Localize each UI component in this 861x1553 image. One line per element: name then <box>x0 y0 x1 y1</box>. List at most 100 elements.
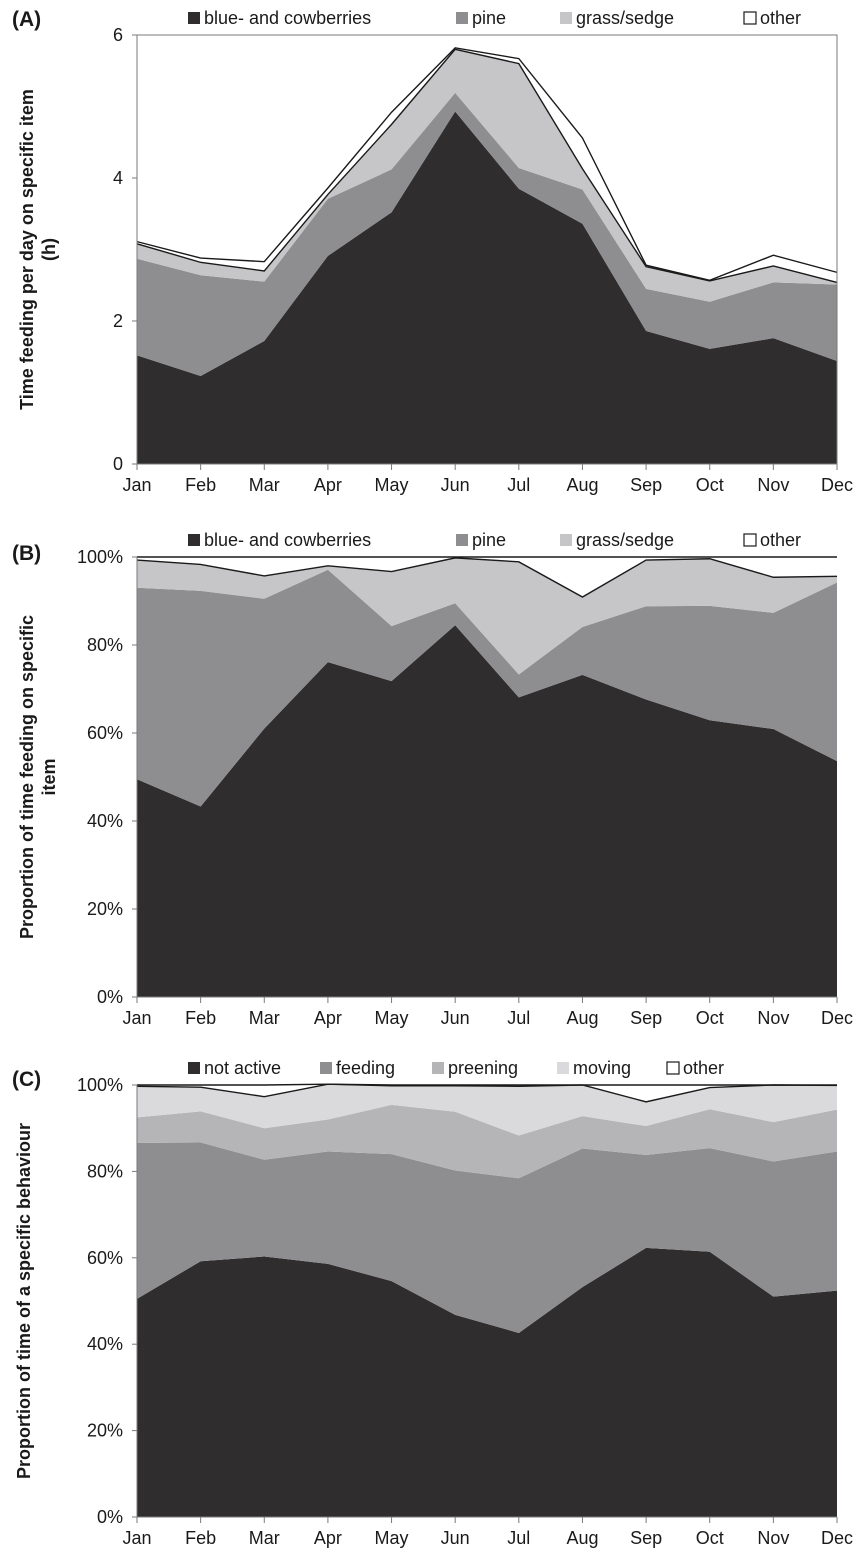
x-tick-label: Aug <box>566 1528 598 1548</box>
x-tick-label: Dec <box>821 1528 853 1548</box>
panel-label: (A) <box>12 8 41 31</box>
legend-label: preening <box>448 1058 518 1078</box>
y-axis-title-line: (h) <box>39 238 59 261</box>
y-tick-label: 0% <box>97 987 123 1007</box>
x-tick-label: Mar <box>249 475 280 495</box>
legend-swatch <box>743 11 757 25</box>
legend-label: other <box>683 1058 724 1078</box>
legend-swatch <box>666 1061 680 1075</box>
legend: blue- and cowberries pine grass/sedge other <box>188 530 801 550</box>
x-tick-label: Apr <box>314 1528 342 1548</box>
x-tick-label: Oct <box>696 1008 724 1028</box>
y-tick-label: 20% <box>87 899 123 919</box>
area-grass-sedge <box>137 49 837 302</box>
y-axis-title-line: Time feeding per day on specific item <box>17 89 37 410</box>
legend-swatch <box>560 534 572 546</box>
x-tick-label: Apr <box>314 475 342 495</box>
legend-swatch <box>557 1062 569 1074</box>
legend-swatch <box>188 12 200 24</box>
x-tick-label: Feb <box>185 1008 216 1028</box>
legend-swatch <box>320 1062 332 1074</box>
x-tick-label: Sep <box>630 475 662 495</box>
legend-label: blue- and cowberries <box>204 8 371 28</box>
x-tick-label: Aug <box>566 475 598 495</box>
legend-swatch <box>743 533 757 547</box>
x-tick-label: Oct <box>696 475 724 495</box>
x-tick-label: May <box>375 1008 409 1028</box>
y-tick-label: 60% <box>87 1248 123 1268</box>
y-axis-title: Proportion of time of a specific behavio… <box>14 1123 34 1479</box>
x-tick-label: Aug <box>566 1008 598 1028</box>
legend-label: grass/sedge <box>576 8 674 28</box>
x-tick-label: Feb <box>185 1528 216 1548</box>
legend: not active feeding preening moving other <box>188 1058 724 1078</box>
y-tick-label: 60% <box>87 723 123 743</box>
panel-label: (B) <box>12 542 41 565</box>
area-blue-and-cowberries <box>137 625 837 997</box>
legend-label: pine <box>472 8 506 28</box>
y-tick-label: 20% <box>87 1421 123 1441</box>
y-tick-label: 0 <box>113 454 123 474</box>
legend-label: not active <box>204 1058 281 1078</box>
area-other <box>137 1084 837 1102</box>
legend-label: other <box>760 530 801 550</box>
y-axis-title: Time feeding per day on specific item (h) <box>17 89 59 410</box>
legend: blue- and cowberries pine grass/sedge other <box>188 8 801 28</box>
y-axis-title: Proportion of time feeding on specific it… <box>17 615 59 939</box>
legend-swatch <box>560 12 572 24</box>
x-tick-label: Jun <box>441 1008 470 1028</box>
y-axis-title-line: Proportion of time of a specific behavio… <box>14 1123 34 1479</box>
y-axis-title-line: Proportion of time feeding on specific <box>17 615 37 939</box>
legend-label: feeding <box>336 1058 395 1078</box>
panel-label: (C) <box>12 1068 41 1091</box>
legend-swatch <box>188 534 200 546</box>
y-tick-label: 80% <box>87 1161 123 1181</box>
area-top-outline <box>136 47 838 281</box>
x-tick-label: Oct <box>696 1528 724 1548</box>
chart-panel-2: 0% 20% 40% 60% 80% 100% Jan Feb Mar Apr May Jun Jul A… <box>12 530 853 1028</box>
x-tick-label: Nov <box>757 475 789 495</box>
chart-panel-1: 0 2 4 6 Jan Feb Mar Apr May Jun Jul Aug Sep Oct Nov Dec… <box>12 8 853 495</box>
y-tick-label: 80% <box>87 635 123 655</box>
x-tick-label: Jan <box>122 1528 151 1548</box>
x-tick-label: Nov <box>757 1008 789 1028</box>
x-tick-label: May <box>375 475 409 495</box>
x-tick-label: Jul <box>507 1008 530 1028</box>
area-pine <box>137 92 837 377</box>
x-tick-label: Jun <box>441 1528 470 1548</box>
legend-swatch <box>456 534 468 546</box>
other-lower-outline <box>136 1083 838 1103</box>
y-tick-label: 0% <box>97 1507 123 1527</box>
area-pine <box>137 569 837 807</box>
x-tick-label: Dec <box>821 475 853 495</box>
legend-label: blue- and cowberries <box>204 530 371 550</box>
y-tick-label: 40% <box>87 811 123 831</box>
other-lower-outline <box>136 557 838 598</box>
legend-label: moving <box>573 1058 631 1078</box>
x-tick-label: Nov <box>757 1528 789 1548</box>
x-tick-label: Mar <box>249 1528 280 1548</box>
x-tick-label: Feb <box>185 475 216 495</box>
y-tick-label: 100% <box>77 547 123 567</box>
legend-label: grass/sedge <box>576 530 674 550</box>
area-top-outline <box>137 1083 837 1086</box>
x-tick-label: May <box>375 1528 409 1548</box>
x-tick-label: Sep <box>630 1008 662 1028</box>
y-tick-label: 40% <box>87 1334 123 1354</box>
area-blue-and-cowberries <box>137 111 837 464</box>
area-moving <box>137 1084 837 1136</box>
x-tick-label: Apr <box>314 1008 342 1028</box>
legend-label: other <box>760 8 801 28</box>
other-lower-outline <box>136 48 838 284</box>
x-tick-label: Sep <box>630 1528 662 1548</box>
x-tick-label: Jul <box>507 475 530 495</box>
chart-panel-3: 0% 20% 40% 60% 80% 100% Jan Feb Mar Apr May Jun Jul A… <box>12 1058 853 1548</box>
x-tick-label: Mar <box>249 1008 280 1028</box>
x-tick-label: Jan <box>122 475 151 495</box>
legend-label: pine <box>472 530 506 550</box>
legend-swatch <box>188 1062 200 1074</box>
legend-swatch <box>432 1062 444 1074</box>
y-tick-label: 4 <box>113 168 123 188</box>
y-axis-title-line: item <box>39 758 59 795</box>
